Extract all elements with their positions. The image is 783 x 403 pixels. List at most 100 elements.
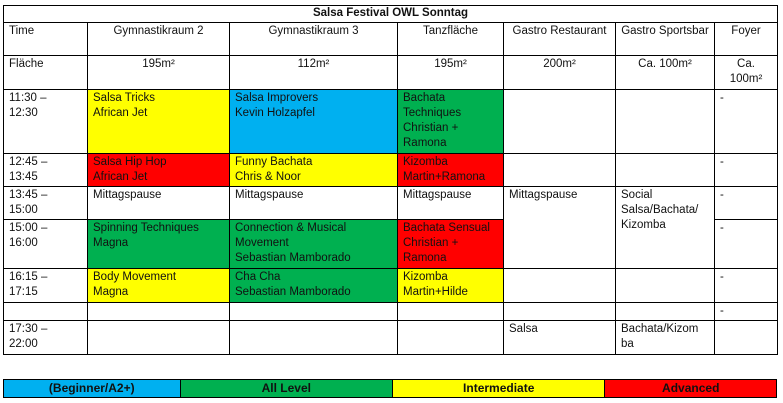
- cell-text: Salsa Hip Hop: [93, 156, 167, 168]
- schedule-cell: Social Salsa/Bachata/ Kizomba: [615, 186, 715, 269]
- schedule-cell: Salsa Improvers Kevin Holzapfel: [229, 89, 398, 154]
- cell-text: -: [720, 92, 724, 104]
- legend-item: Advanced: [605, 380, 777, 397]
- area-cell: 195m²: [87, 55, 230, 90]
- schedule-cell: [87, 302, 230, 321]
- cell-text: Martin+Ramona: [403, 171, 486, 183]
- schedule-cell: -: [714, 268, 778, 303]
- cell-text: African Jet: [93, 107, 148, 119]
- schedule-cell: Salsa Hip Hop African Jet: [87, 153, 230, 187]
- schedule-row: 11:30 –12:30 Salsa Tricks African Jet Salsa…: [3, 89, 778, 154]
- title-row: Salsa Festival OWL Sonntag: [3, 5, 778, 23]
- area-cell: Ca. 100m²: [714, 55, 778, 90]
- schedule-row: 13:45 – 15:00 Mittagspause Mittagspause Mitt…: [3, 186, 778, 269]
- legend-item: Intermediate: [393, 380, 606, 397]
- schedule-cell: Salsa: [503, 320, 616, 355]
- cell-text: Kizomba: [403, 271, 448, 283]
- cell-text: Bachata/Kizom ba: [621, 323, 699, 350]
- schedule-cell: Bachata/Kizom ba: [615, 320, 715, 355]
- schedule-cell: [503, 268, 616, 303]
- cell-text: 13:45 –: [9, 189, 48, 201]
- cell-text: 17:15: [9, 286, 38, 298]
- schedule-cell: 15:00 – 16:00: [3, 219, 88, 269]
- legend: (Beginner/A2+) All Level Intermediate Advan…: [3, 379, 777, 398]
- cell-text: Social Salsa/Bachata/ Kizomba: [621, 189, 699, 231]
- schedule-cell: [3, 302, 88, 321]
- schedule-cell: Salsa Tricks African Jet: [87, 89, 230, 154]
- cell-text: Cha Cha: [235, 271, 281, 283]
- schedule-cell: [615, 153, 715, 187]
- schedule-cell: Body Movement Magna: [87, 268, 230, 303]
- cell-text: African Jet: [93, 171, 148, 183]
- schedule-cell: Mittagspause: [229, 186, 398, 220]
- cell-text: 12:45 –: [9, 156, 48, 168]
- cell-text: 22:00: [9, 338, 38, 350]
- cell-text: Mittagspause: [403, 189, 472, 201]
- cell-text: Kizomba: [403, 156, 448, 168]
- cell-text: -: [720, 156, 724, 168]
- cell-text: Chris & Noor: [235, 171, 301, 183]
- cell-text: Bachata Sensual Christian + Ramona: [403, 222, 490, 264]
- header-cell: Gastro Sportsbar: [615, 22, 715, 56]
- schedule-cell: Connection & Musical Movement Sebastian M…: [229, 219, 398, 269]
- area-cell: Fläche: [3, 55, 88, 90]
- schedule-cell: Bachata Sensual Christian + Ramona: [397, 219, 504, 269]
- schedule-cell: Cha Cha Sebastian Mamborado: [229, 268, 398, 303]
- schedule-cell: Spinning Techniques Magna: [87, 219, 230, 269]
- cell-text: 11:30 –: [9, 92, 47, 104]
- cell-text: Funny Bachata: [235, 156, 313, 168]
- area-cell: 195m²: [397, 55, 504, 90]
- schedule-cell: [229, 320, 398, 355]
- schedule-cell: -: [714, 89, 778, 154]
- cell-text: Spinning Techniques: [93, 222, 199, 234]
- schedule-row: 17:30 – 22:00 Salsa Bachata/Kizom ba: [3, 320, 778, 355]
- cell-text: 16:15 –: [9, 271, 48, 283]
- cell-text: 17:30 –: [9, 323, 48, 335]
- legend-item: (Beginner/A2+): [4, 380, 181, 397]
- schedule-row: 16:15 – 17:15 Body Movement Magna Cha Cha Seb…: [3, 268, 778, 303]
- schedule-cell: Mittagspause: [397, 186, 504, 220]
- area-cell: 112m²: [229, 55, 398, 90]
- area-cell: Ca. 100m²: [615, 55, 715, 90]
- cell-text: Salsa: [509, 323, 538, 335]
- cell-text: Martin+Hilde: [403, 286, 468, 298]
- cell-text: 13:45: [9, 171, 38, 183]
- cell-text: Magna: [93, 286, 129, 298]
- schedule-cell: [503, 302, 616, 321]
- schedule-cell: Mittagspause: [503, 186, 616, 269]
- header-cell: Foyer: [714, 22, 778, 56]
- schedule-cell: Mittagspause: [87, 186, 230, 220]
- schedule-cell: Bachata Techniques Christian + Ramona: [397, 89, 504, 154]
- cell-text: Mittagspause: [93, 189, 162, 201]
- header-cell: Tanzfläche: [397, 22, 504, 56]
- schedule-cell: 13:45 – 15:00: [3, 186, 88, 220]
- cell-text: Salsa Tricks: [93, 92, 155, 104]
- schedule-cell: [615, 89, 715, 154]
- schedule-cell: -: [714, 219, 778, 269]
- cell-text: Sebastian Mamborado: [235, 286, 351, 298]
- header-cell: Gymnastikraum 3: [229, 22, 398, 56]
- cell-text: -: [720, 305, 724, 317]
- cell-text: 15:00 –: [9, 222, 48, 234]
- area-row: Fläche 195m² 112m² 195m² 200m² Ca. 100m² Ca. 1…: [3, 55, 778, 90]
- cell-text: Kevin Holzapfel: [235, 107, 315, 119]
- schedule-row: 12:45 – 13:45 Salsa Hip Hop African Jet Funn…: [3, 153, 778, 187]
- cell-text: Sebastian Mamborado: [235, 252, 351, 264]
- cell-text: Connection & Musical Movement: [235, 222, 347, 249]
- title: Salsa Festival OWL Sonntag: [3, 5, 778, 23]
- schedule-cell: 11:30 – 12:30: [3, 89, 88, 154]
- schedule-row: 15:00 – 16:00 Spinning Techniques Magna Conn…: [3, 219, 778, 269]
- schedule-cell: -: [714, 302, 778, 321]
- legend-item: All Level: [180, 380, 393, 397]
- cell-text: Mittagspause: [509, 189, 578, 201]
- cell-text: -: [720, 271, 724, 283]
- cell-text: 12:30: [9, 107, 38, 119]
- cell-text: Bachata Techniques Christian + Ramona: [403, 92, 462, 149]
- cell-text: -: [720, 222, 724, 234]
- schedule-cell: 17:30 – 22:00: [3, 320, 88, 355]
- schedule-cell: -: [714, 186, 778, 220]
- header-cell: Gymnastikraum 2: [87, 22, 230, 56]
- header-cell: Gastro Restaurant: [503, 22, 616, 56]
- schedule-cell: Kizomba Martin+Ramona: [397, 153, 504, 187]
